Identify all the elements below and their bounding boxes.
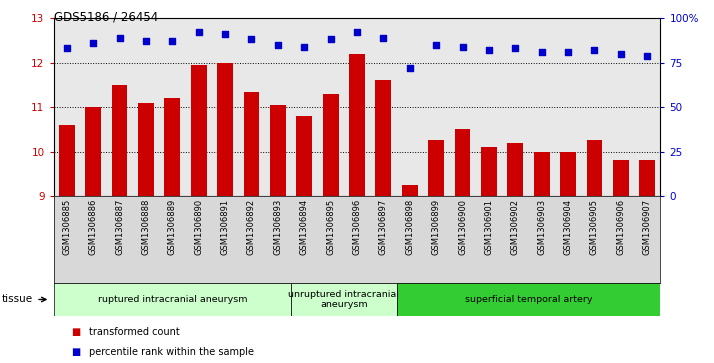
Point bbox=[114, 35, 125, 41]
Bar bbox=[191, 65, 206, 196]
Text: GSM1306907: GSM1306907 bbox=[643, 199, 652, 255]
Bar bbox=[402, 185, 418, 196]
Text: GSM1306904: GSM1306904 bbox=[563, 199, 573, 254]
Point bbox=[61, 45, 72, 51]
Point bbox=[272, 42, 283, 48]
Text: GSM1306890: GSM1306890 bbox=[194, 199, 203, 255]
Text: GSM1306902: GSM1306902 bbox=[511, 199, 520, 254]
Bar bbox=[54, 283, 291, 316]
Point bbox=[378, 35, 389, 41]
Bar bbox=[138, 103, 154, 196]
Bar bbox=[639, 160, 655, 196]
Text: GSM1306894: GSM1306894 bbox=[300, 199, 308, 255]
Text: GSM1306889: GSM1306889 bbox=[168, 199, 177, 255]
Text: unruptured intracranial
aneurysm: unruptured intracranial aneurysm bbox=[288, 290, 399, 309]
Bar bbox=[481, 147, 497, 196]
Point bbox=[404, 65, 416, 71]
Bar bbox=[323, 94, 338, 196]
Bar bbox=[613, 160, 629, 196]
Point bbox=[193, 29, 204, 35]
Text: GSM1306886: GSM1306886 bbox=[89, 199, 98, 255]
Bar bbox=[455, 129, 471, 196]
Text: ■: ■ bbox=[71, 347, 81, 357]
Point bbox=[536, 49, 548, 55]
Text: GSM1306897: GSM1306897 bbox=[379, 199, 388, 255]
Text: GSM1306900: GSM1306900 bbox=[458, 199, 467, 254]
Point bbox=[483, 47, 495, 53]
Point bbox=[246, 37, 257, 42]
Bar bbox=[534, 152, 550, 196]
Text: ■: ■ bbox=[71, 327, 81, 337]
Bar bbox=[59, 125, 75, 196]
Bar bbox=[296, 116, 312, 196]
Text: GSM1306888: GSM1306888 bbox=[141, 199, 151, 255]
Bar bbox=[560, 152, 576, 196]
Bar bbox=[270, 105, 286, 196]
Bar bbox=[217, 62, 233, 196]
Point bbox=[457, 44, 468, 49]
Text: GSM1306893: GSM1306893 bbox=[273, 199, 282, 255]
Text: GSM1306892: GSM1306892 bbox=[247, 199, 256, 255]
Text: GSM1306887: GSM1306887 bbox=[115, 199, 124, 255]
Bar bbox=[243, 91, 259, 196]
Bar bbox=[164, 98, 180, 196]
Point bbox=[325, 37, 336, 42]
Point bbox=[166, 38, 178, 44]
Bar bbox=[508, 143, 523, 196]
Text: GDS5186 / 26454: GDS5186 / 26454 bbox=[54, 11, 158, 24]
Bar bbox=[376, 81, 391, 196]
Text: GSM1306895: GSM1306895 bbox=[326, 199, 335, 255]
Text: transformed count: transformed count bbox=[89, 327, 180, 337]
Point bbox=[642, 53, 653, 58]
Bar bbox=[428, 140, 444, 196]
Point bbox=[589, 47, 600, 53]
Point bbox=[87, 40, 99, 46]
Text: percentile rank within the sample: percentile rank within the sample bbox=[89, 347, 254, 357]
Point bbox=[298, 44, 310, 49]
Point bbox=[140, 38, 151, 44]
Point bbox=[431, 42, 442, 48]
Text: GSM1306903: GSM1306903 bbox=[537, 199, 546, 255]
Text: GSM1306899: GSM1306899 bbox=[432, 199, 441, 255]
Bar bbox=[396, 283, 660, 316]
Point bbox=[351, 29, 363, 35]
Bar bbox=[85, 107, 101, 196]
Text: superficial temporal artery: superficial temporal artery bbox=[465, 295, 593, 304]
Point bbox=[563, 49, 574, 55]
Text: GSM1306906: GSM1306906 bbox=[616, 199, 625, 255]
Point bbox=[615, 51, 627, 57]
Text: GSM1306901: GSM1306901 bbox=[484, 199, 493, 254]
Bar bbox=[587, 140, 603, 196]
Text: GSM1306898: GSM1306898 bbox=[406, 199, 414, 255]
Text: GSM1306885: GSM1306885 bbox=[62, 199, 71, 255]
Bar bbox=[349, 54, 365, 196]
Bar bbox=[111, 85, 127, 196]
Bar bbox=[291, 283, 396, 316]
Text: GSM1306891: GSM1306891 bbox=[221, 199, 230, 255]
Point bbox=[219, 31, 231, 37]
Text: tissue: tissue bbox=[1, 294, 33, 305]
Text: GSM1306896: GSM1306896 bbox=[353, 199, 361, 255]
Text: GSM1306905: GSM1306905 bbox=[590, 199, 599, 254]
Text: ruptured intracranial aneurysm: ruptured intracranial aneurysm bbox=[98, 295, 247, 304]
Point bbox=[510, 45, 521, 51]
